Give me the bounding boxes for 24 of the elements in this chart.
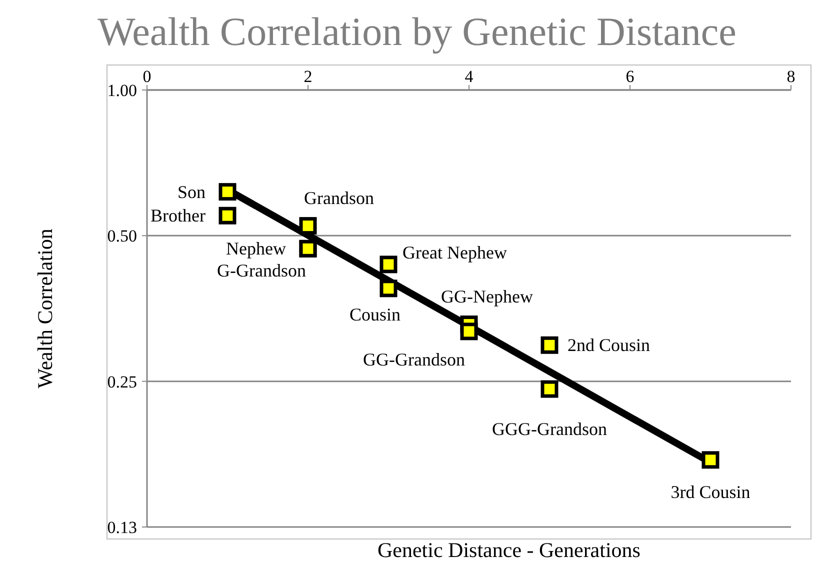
x-axis-title: Genetic Distance - Generations <box>378 538 640 562</box>
annotation: 2nd Cousin <box>568 335 650 356</box>
y-axis-title: Wealth Correlation <box>33 228 57 388</box>
annotation: Grandson <box>304 188 374 208</box>
annotation: G-Grandson <box>217 260 306 281</box>
y-tick-label: 1.00 <box>107 81 137 100</box>
x-tick-label: 2 <box>304 67 312 86</box>
annotation: Son <box>177 182 206 202</box>
x-tick-label: 6 <box>626 67 634 86</box>
y-tick-label: 0.25 <box>107 372 137 392</box>
x-tick-label: 0 <box>142 67 152 86</box>
y-tick-label: 0.13 <box>107 518 137 537</box>
x-tick-label: 8 <box>786 67 796 86</box>
annotation: GGG-Grandson <box>492 419 607 440</box>
annotation: Cousin <box>349 304 400 324</box>
chart-title: Wealth Correlation by Genetic Distance <box>98 9 736 54</box>
y-tick-label: 0.50 <box>107 226 137 246</box>
x-tick-label: 4 <box>464 67 474 86</box>
annotation: 3rd Cousin <box>670 482 750 502</box>
annotation: Nephew <box>226 238 286 259</box>
annotation: Brother <box>150 206 206 226</box>
annotation: GG-Nephew <box>441 286 533 306</box>
annotation: GG-Grandson <box>363 349 465 370</box>
annotation: Great Nephew <box>402 242 507 262</box>
